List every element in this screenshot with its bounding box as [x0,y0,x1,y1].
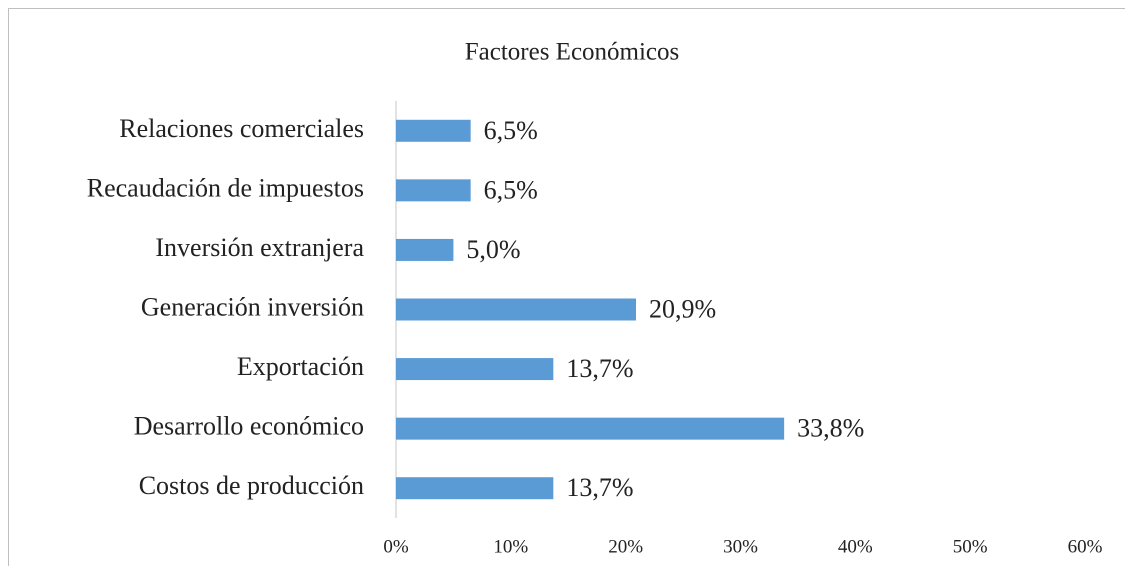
x-tick-label: 30% [723,536,758,557]
value-label: 6,5% [484,116,538,145]
bar [396,477,554,500]
bar [396,179,471,202]
value-label: 5,0% [466,235,520,264]
bar [396,119,471,142]
bar [396,238,454,261]
chart-title: Factores Económicos [465,39,680,66]
value-label: 20,9% [649,294,716,323]
x-tick-label: 20% [608,536,643,557]
bar [396,358,554,381]
y-tick-label: Inversión extranjera [155,233,364,262]
x-tick-label: 60% [1068,536,1103,557]
value-label: 33,8% [797,414,864,443]
y-tick-label: Exportación [237,352,364,381]
value-label: 13,7% [566,354,633,383]
y-tick-label: Relaciones comerciales [119,114,364,143]
y-tick-label: Costos de producción [139,471,364,500]
chart-frame [8,8,1125,566]
x-tick-label: 0% [383,536,409,557]
bar [396,298,637,321]
x-tick-label: 40% [838,536,873,557]
y-tick-label: Recaudación de impuestos [87,173,364,202]
y-tick-label: Desarrollo económico [134,412,364,441]
value-label: 6,5% [484,175,538,204]
y-tick-label: Generación inversión [141,292,364,321]
x-tick-label: 50% [953,536,988,557]
bar [396,417,785,440]
value-label: 13,7% [566,473,633,502]
x-tick-label: 10% [493,536,528,557]
